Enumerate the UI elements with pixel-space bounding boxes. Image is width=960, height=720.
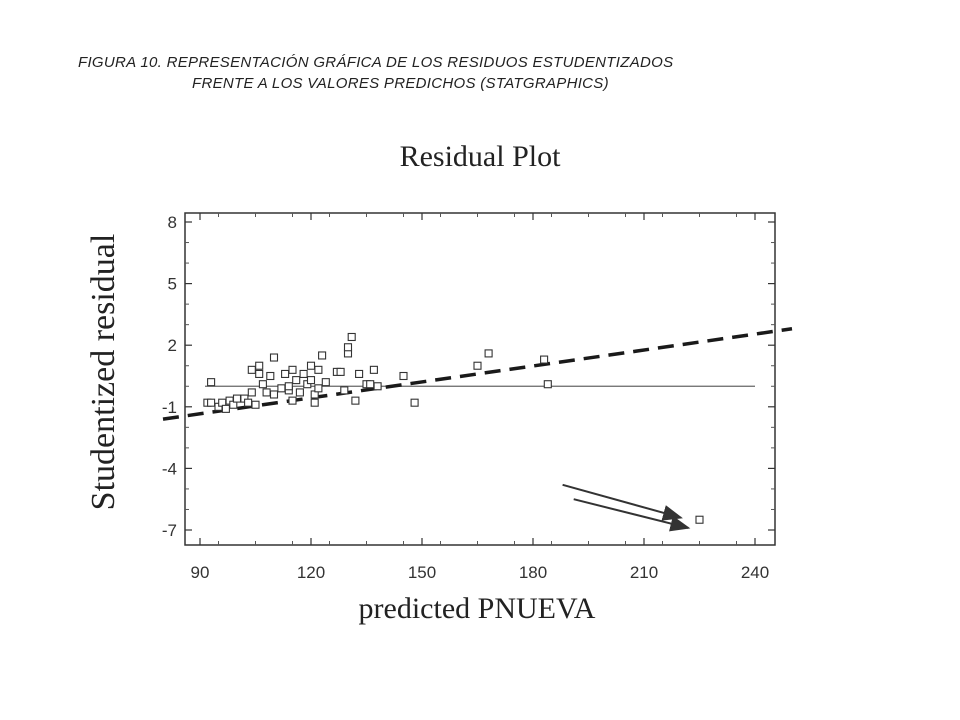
data-point (232, 394, 242, 403)
data-point (244, 398, 253, 407)
x-tick-label: 120 (297, 563, 325, 582)
dashed-trend-line (162, 327, 793, 421)
data-point (306, 361, 316, 370)
x-tick-label: 180 (519, 563, 547, 582)
data-point (266, 371, 275, 381)
data-point (340, 386, 349, 395)
y-tick-label: 5 (168, 275, 177, 294)
data-point (247, 365, 256, 374)
data-point (369, 365, 378, 374)
chart-title: Residual Plot (399, 140, 561, 173)
data-point (207, 398, 216, 407)
x-tick-label: 210 (630, 563, 658, 582)
data-point (314, 365, 323, 374)
data-point (343, 343, 353, 352)
data-point (484, 349, 493, 358)
data-point (281, 369, 290, 378)
data-point (540, 355, 549, 364)
x-tick-label: 240 (741, 563, 769, 582)
data-point (695, 515, 704, 524)
data-point (299, 369, 308, 378)
figure-caption-line-1: FIGURA 10. REPRESENTACIÓN GRÁFICA DE LOS… (78, 54, 674, 71)
y-tick-label: 2 (168, 336, 177, 355)
data-point (207, 378, 216, 387)
data-point (277, 384, 286, 393)
data-point (543, 380, 552, 389)
data-point (284, 382, 293, 391)
x-tick-label: 90 (191, 563, 210, 582)
data-point (473, 361, 482, 370)
data-point (255, 369, 264, 378)
plot-frame (184, 212, 776, 546)
data-point (399, 371, 408, 381)
data-point (251, 400, 260, 409)
data-point (295, 388, 304, 397)
figure-caption-line-2: FRENTE A LOS VALORES PREDICHOS (STATGRAP… (192, 75, 609, 92)
data-point (355, 369, 364, 378)
data-point (347, 332, 356, 342)
data-point (221, 404, 230, 413)
figure-caption: FIGURA 10. REPRESENTACIÓN GRÁFICA DE LOS… (78, 52, 898, 94)
data-point (366, 380, 375, 389)
data-point (306, 376, 316, 385)
data-point (292, 376, 301, 385)
y-tick-label: -7 (162, 521, 177, 540)
annotation-arrow (573, 498, 691, 532)
data-point (247, 388, 256, 397)
data-point (310, 398, 319, 407)
data-point (351, 396, 360, 405)
data-point (336, 367, 345, 376)
x-tick-label: 150 (408, 563, 436, 582)
data-point (314, 384, 323, 393)
data-point (410, 398, 419, 407)
data-point (318, 351, 327, 360)
x-axis-label-text: predicted PNUEVA (358, 592, 596, 625)
data-point (269, 353, 279, 362)
data-point (288, 365, 297, 374)
data-point (321, 378, 330, 387)
y-tick-label: -4 (162, 459, 177, 478)
y-tick-label: 8 (168, 213, 177, 232)
data-point (373, 382, 382, 391)
y-tick-label: -1 (162, 398, 177, 417)
data-point (255, 361, 264, 370)
data-point (258, 380, 267, 389)
data-point (269, 390, 279, 399)
data-point (262, 388, 271, 397)
annotation-arrow (562, 483, 683, 521)
data-point (288, 396, 297, 405)
